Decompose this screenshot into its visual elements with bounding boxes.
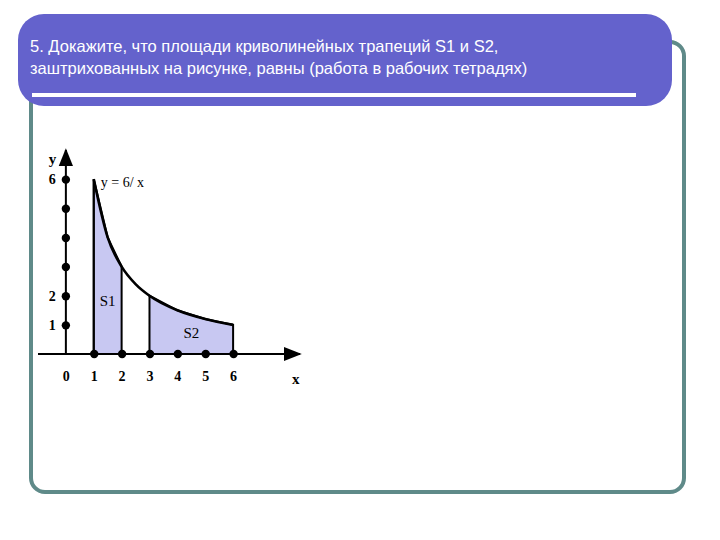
x-tick: 3 (146, 350, 154, 384)
slide: 5. Докажите, что площади криволинейных т… (0, 0, 720, 540)
x-tick: 0 (63, 369, 70, 384)
x-tick: 4 (174, 350, 182, 384)
y-tick: 2 (49, 289, 70, 304)
title-line: заштрихованных на рисунке, равны (работа… (30, 59, 527, 77)
y-tick: 6 (49, 172, 70, 187)
x-tick-dot (146, 350, 154, 358)
header-rule (32, 93, 636, 97)
y-tick (62, 263, 70, 271)
x-tick: 1 (90, 350, 98, 384)
curve (94, 179, 233, 325)
x-tick-label: 3 (146, 369, 153, 384)
y-tick-dot (62, 292, 70, 300)
title-line: 5. Докажите, что площади криволинейных т… (30, 37, 498, 55)
x-tick-dot (118, 350, 126, 358)
x-tick: 5 (202, 350, 210, 384)
y-tick (62, 205, 70, 213)
x-tick-dot (90, 350, 98, 358)
y-tick: 1 (49, 318, 70, 333)
x-axis-label: x (292, 371, 300, 387)
x-tick-label: 1 (91, 369, 98, 384)
x-tick-label: 2 (119, 369, 126, 384)
x-tick: 2 (118, 350, 126, 384)
region-label: S1 (100, 293, 116, 309)
y-tick-dot (62, 321, 70, 329)
y-tick-label: 6 (49, 172, 56, 187)
x-tick: 6 (229, 350, 237, 384)
y-axis: 1 2 6 (49, 150, 70, 354)
y-tick-dot (62, 234, 70, 242)
y-tick (62, 234, 70, 242)
x-tick-label: 0 (63, 369, 70, 384)
curve-label: y = 6/ x (101, 175, 144, 190)
x-tick-dot (202, 350, 210, 358)
y-tick-dot (62, 175, 70, 183)
x-tick-label: 5 (202, 369, 209, 384)
frame (31, 42, 684, 492)
y-tick-label: 2 (49, 289, 56, 304)
x-tick-dot (229, 350, 237, 358)
y-tick-label: 1 (49, 318, 56, 333)
curve-edge (93, 179, 95, 354)
y-tick-dot (62, 263, 70, 271)
region (94, 179, 122, 354)
x-axis: 0 1 2 3 4 5 6 (38, 350, 300, 384)
header-band (18, 14, 672, 106)
x-tick-dot (174, 350, 182, 358)
x-tick-label: 6 (230, 369, 237, 384)
y-axis-label: y (49, 151, 57, 167)
x-tick-label: 4 (174, 369, 181, 384)
x-axis-line (38, 353, 300, 355)
plot-area (94, 179, 233, 354)
region-label: S2 (183, 325, 199, 341)
y-tick-dot (62, 205, 70, 213)
